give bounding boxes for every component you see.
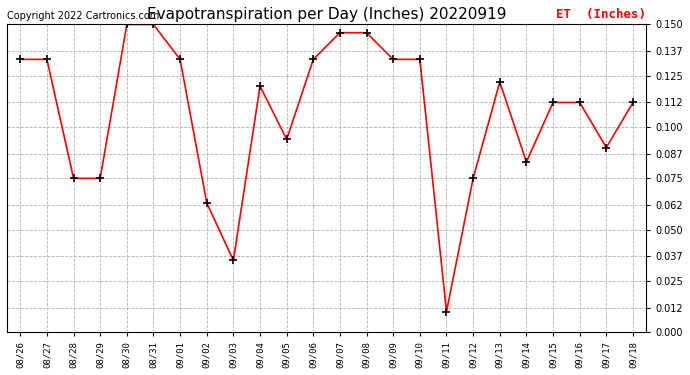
Title: Evapotranspiration per Day (Inches) 20220919: Evapotranspiration per Day (Inches) 2022… <box>147 7 506 22</box>
Text: ET  (Inches): ET (Inches) <box>556 8 647 21</box>
Text: Copyright 2022 Cartronics.com: Copyright 2022 Cartronics.com <box>7 11 159 21</box>
